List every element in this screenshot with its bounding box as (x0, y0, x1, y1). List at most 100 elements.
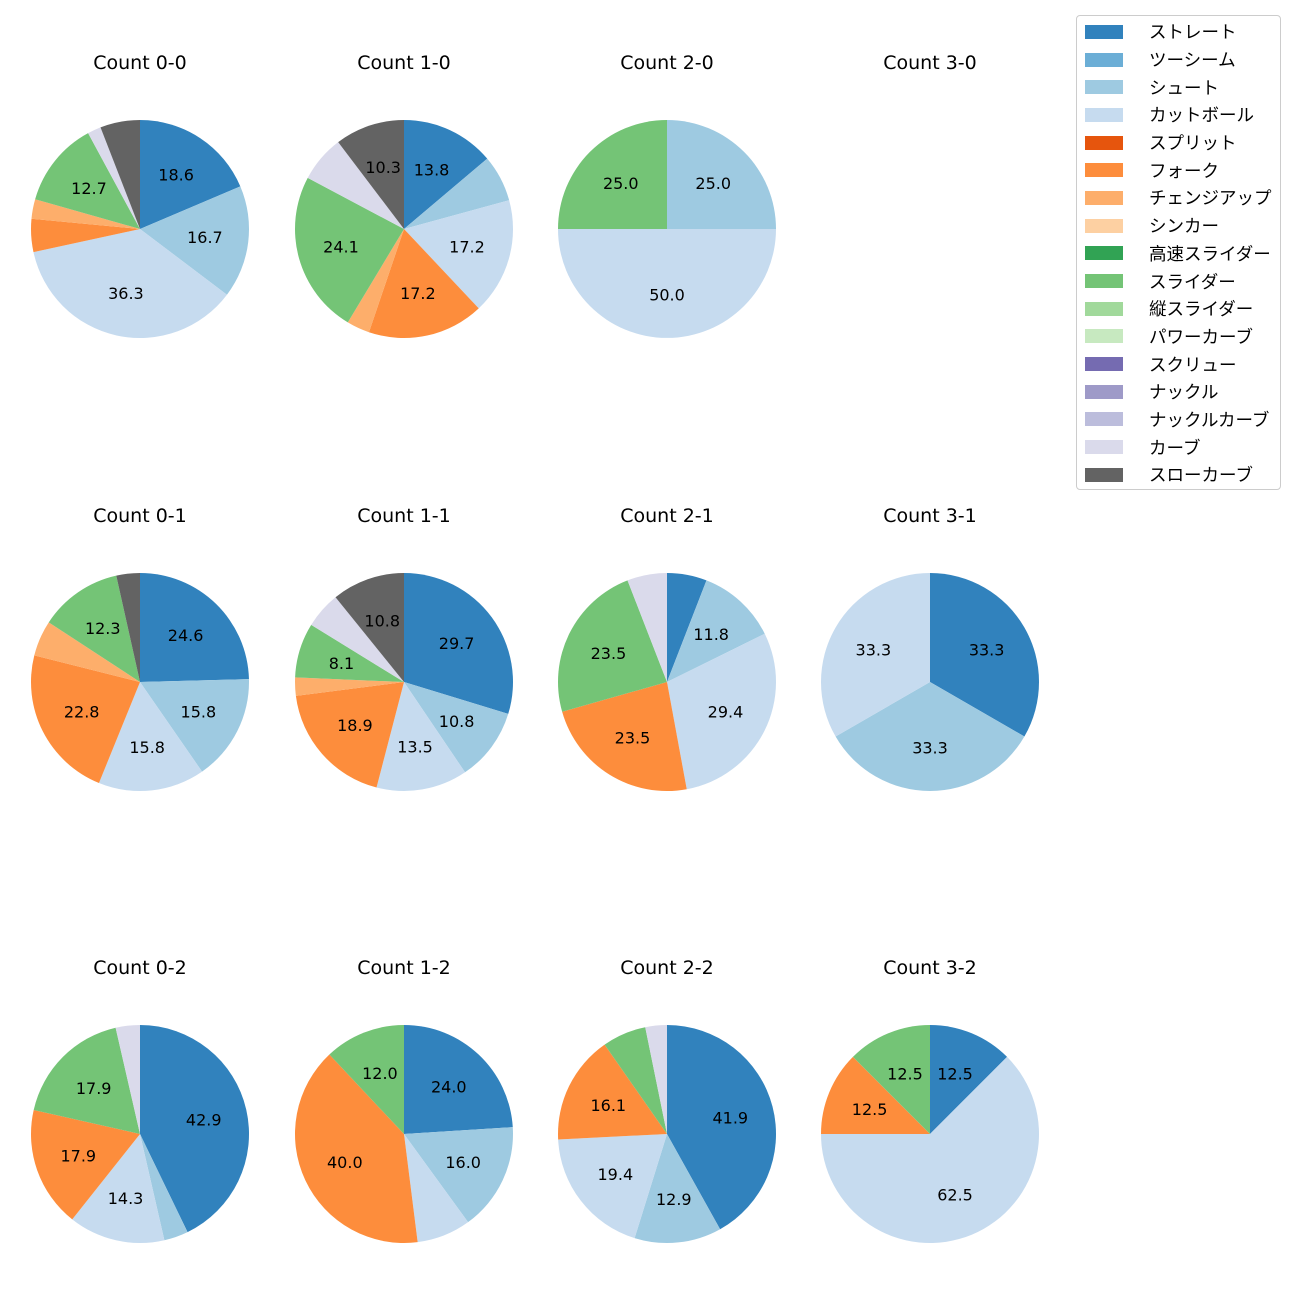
slice-value-label: 12.7 (71, 179, 107, 198)
pie-slice-slice-1 (140, 1134, 188, 1241)
legend-swatch (1085, 163, 1123, 178)
pie-slice-slice-0 (930, 1025, 1008, 1134)
pie-slice-slice-2 (98, 682, 203, 792)
pie-slice-slice-0 (404, 573, 513, 714)
slice-value-label: 42.9 (186, 1110, 222, 1129)
slice-value-label: 12.0 (362, 1064, 398, 1083)
legend-label: フォーク (1149, 161, 1219, 182)
slice-value-label: 22.8 (64, 703, 100, 722)
pie-slice-slice-5 (627, 573, 667, 682)
legend-label: パワーカーブ (1149, 327, 1253, 348)
legend-label: ツーシーム (1149, 51, 1236, 72)
pie-slice-slice-2 (667, 633, 776, 790)
legend-item: チェンジアップ (1085, 184, 1280, 212)
chart-title: Count 0-0 (93, 52, 187, 74)
pie-slice-slice-1 (634, 1134, 721, 1244)
slice-value-label: 23.5 (591, 644, 627, 663)
slice-value-label: 10.8 (439, 712, 475, 731)
pie-chart-count-0-2: Count 0-2 42.9 14.3 17.9 17.9 (31, 957, 250, 1243)
pie-slice-slice-3 (31, 1109, 141, 1220)
pie-slice-slice-1 (140, 186, 250, 295)
pie-slice-slice-3 (30, 218, 141, 253)
slice-value-label: 29.4 (708, 702, 744, 721)
legend-label: ストレート (1149, 23, 1237, 44)
pie-slice-slice-0 (667, 120, 776, 229)
pie-slice-slice-7 (100, 119, 140, 229)
chart-title: Count 3-0 (883, 52, 977, 74)
pie-chart-count-3-2: Count 3-2 12.5 62.5 12.5 12.5 (821, 957, 1039, 1244)
legend-swatch (1085, 107, 1123, 122)
legend-swatch (1085, 218, 1123, 233)
legend-swatch (1085, 135, 1123, 150)
pie-slice-slice-2 (558, 120, 667, 229)
pie-slice-slice-1 (404, 682, 509, 773)
slice-value-label: 50.0 (649, 285, 685, 304)
slice-value-label: 18.9 (337, 716, 373, 735)
pie-slice-slice-0 (667, 573, 707, 682)
pie-slice-slice-2 (820, 573, 930, 737)
chart-title: Count 1-2 (357, 957, 451, 979)
pie-slice-slice-1 (821, 1056, 1039, 1244)
slice-value-label: 29.7 (439, 634, 475, 653)
chart-title: Count 2-0 (620, 52, 714, 74)
pie-chart-count-3-0: Count 3-0 (883, 52, 977, 74)
slice-value-label: 17.9 (76, 1079, 112, 1098)
slice-value-label: 15.8 (181, 703, 217, 722)
slice-value-label: 33.3 (912, 738, 948, 757)
legend-item: パワーカーブ (1085, 323, 1280, 351)
slice-value-label: 33.3 (856, 640, 892, 659)
slice-value-label: 17.9 (60, 1147, 96, 1166)
pie-slice-slice-3 (852, 1025, 930, 1134)
slice-value-label: 12.5 (852, 1100, 888, 1119)
slice-value-label: 14.3 (108, 1189, 144, 1208)
slice-value-label: 24.6 (168, 626, 204, 645)
legend-swatch (1085, 52, 1123, 67)
pie-slice-slice-4 (329, 1025, 404, 1134)
pie-slice-slice-6 (311, 597, 404, 682)
slice-value-label: 19.4 (598, 1165, 634, 1184)
pie-slice-slice-5 (35, 133, 140, 229)
pie-slice-slice-0 (404, 120, 488, 229)
pie-slice-slice-1 (404, 158, 510, 229)
pie-slice-slice-2 (33, 229, 227, 338)
pie-slice-slice-1 (558, 229, 776, 338)
slice-value-label: 24.0 (431, 1077, 467, 1096)
pie-slice-slice-4 (604, 1027, 667, 1134)
legend-swatch (1085, 440, 1123, 455)
slice-value-label: 15.8 (129, 738, 165, 757)
slice-value-label: 16.0 (445, 1153, 481, 1172)
slice-value-label: 8.1 (329, 654, 354, 673)
legend-item: ナックルカーブ (1085, 406, 1280, 434)
pie-slice-slice-3 (295, 682, 404, 788)
slice-value-label: 16.1 (590, 1096, 626, 1115)
legend-item: ストレート (1085, 18, 1280, 46)
legend-label: スクリュー (1149, 355, 1237, 376)
pie-chart-count-3-1: Count 3-1 33.3 33.3 33.3 (820, 505, 1040, 792)
pie-slice-slice-0 (140, 120, 241, 229)
legend-swatch (1085, 274, 1123, 289)
pie-slice-slice-4 (34, 622, 140, 682)
pie-slice-slice-6 (88, 127, 140, 229)
chart-title: Count 3-2 (883, 957, 977, 979)
legend-item: カットボール (1085, 101, 1280, 129)
pie-slice-slice-5 (48, 575, 140, 682)
pie-slice-slice-5 (645, 1025, 667, 1134)
legend-item: ツーシーム (1085, 46, 1280, 74)
pie-slice-slice-0 (930, 573, 1040, 737)
pie-slice-slice-3 (30, 655, 140, 783)
slice-value-label: 16.7 (187, 228, 223, 247)
legend-label: シュート (1149, 78, 1219, 99)
legend-swatch (1085, 301, 1123, 316)
slice-value-label: 25.0 (695, 174, 731, 193)
pie-chart-count-2-0: Count 2-0 25.0 50.0 25.0 (558, 52, 776, 338)
pie-slice-slice-6 (307, 142, 404, 229)
legend-swatch (1085, 357, 1123, 372)
slice-value-label: 33.3 (969, 640, 1005, 659)
legend-item: シュート (1085, 73, 1280, 101)
legend-label: 縦スライダー (1149, 300, 1254, 321)
slice-value-label: 12.3 (85, 619, 121, 638)
chart-title: Count 2-1 (620, 505, 714, 527)
legend-item: スプリット (1085, 129, 1280, 157)
pie-slice-slice-3 (558, 1044, 667, 1140)
pie-chart-count-1-0: Count 1-0 13.8 17.2 17.2 24.1 10.3 (294, 52, 513, 338)
